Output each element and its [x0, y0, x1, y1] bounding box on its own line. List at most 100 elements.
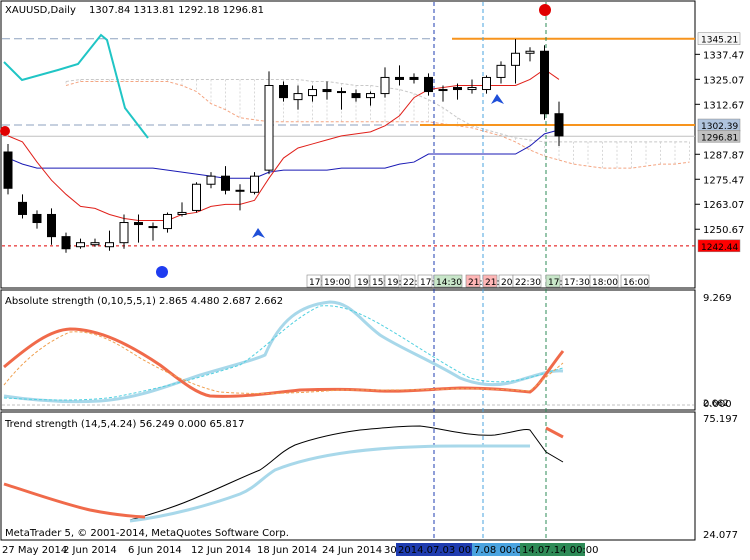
- session-label-box: [384, 274, 400, 288]
- candle-body: [453, 87, 462, 91]
- candle-body: [293, 93, 303, 101]
- time-axis-label: 12 Jun 2014: [191, 545, 251, 556]
- session-label: 17:: [548, 278, 562, 288]
- candle-body: [119, 222, 129, 244]
- candle-body: [322, 89, 332, 93]
- candle-body: [163, 213, 172, 230]
- candle-body: [351, 93, 361, 99]
- candle: [554, 101, 564, 146]
- candle-body: [250, 175, 259, 193]
- candle-body: [90, 242, 100, 246]
- candle-body: [337, 91, 346, 94]
- candle: [18, 194, 27, 219]
- session-label: 22:: [403, 278, 417, 288]
- red-signal-circle-top: [539, 4, 551, 16]
- candle: [235, 184, 245, 211]
- candle-body: [47, 213, 56, 238]
- session-label-box: [321, 274, 351, 288]
- red-signal-circle-left: [0, 126, 10, 136]
- time-marker-box: [396, 543, 472, 556]
- session-label-box: [417, 274, 433, 288]
- candle: [308, 85, 317, 102]
- candle-body: [424, 76, 433, 93]
- candle: [206, 172, 216, 189]
- candle-body: [32, 213, 42, 224]
- price-axis-label: 1263.07: [703, 200, 744, 211]
- candle-body: [540, 50, 549, 115]
- candle-body: [206, 175, 216, 185]
- ichimoku-lines: [7, 68, 560, 222]
- session-label: 17:: [309, 278, 323, 288]
- session-label-box: [465, 274, 481, 288]
- candle-body: [496, 64, 506, 78]
- session-label: 17:30: [564, 278, 590, 288]
- session-label-box: [433, 274, 463, 288]
- price-axis-label: 1275.47: [703, 175, 744, 186]
- session-label: 21:: [485, 278, 499, 288]
- price-tag-label: 1345.21: [701, 36, 738, 46]
- price-tag-label: 1242.44: [701, 243, 738, 253]
- candle-body: [279, 85, 288, 99]
- candle: [337, 87, 346, 110]
- candle-body: [554, 113, 564, 137]
- trend-strength-pane[interactable]: [0, 411, 696, 541]
- session-label-box: [369, 274, 385, 288]
- candle-body: [3, 151, 13, 189]
- main-chart-pane[interactable]: [0, 0, 696, 289]
- trend-skyblue-line: [129, 444, 530, 523]
- price-axis: 1337.47 1325.07 1312.67 1287.87 1275.47 1263.…: [695, 50, 744, 236]
- session-label: 16:00: [623, 278, 649, 288]
- session-label-box: [306, 274, 322, 288]
- candle: [525, 47, 535, 62]
- buy-arrow-icon: [252, 228, 265, 238]
- candle: [279, 81, 288, 102]
- candle: [409, 73, 419, 84]
- candle: [192, 182, 201, 213]
- time-marker-box: [520, 543, 585, 556]
- candle: [438, 85, 448, 102]
- session-label: 22:30: [515, 278, 541, 288]
- candle-body: [395, 76, 404, 80]
- candlesticks: [3, 39, 564, 253]
- candle-body: [235, 189, 245, 192]
- session-label: 18:00: [592, 278, 618, 288]
- session-label: 21:: [468, 278, 482, 288]
- trend-black-line: [129, 425, 564, 521]
- candle: [496, 61, 506, 84]
- candle: [351, 89, 361, 102]
- session-label-box: [589, 274, 619, 288]
- candle: [32, 210, 42, 229]
- price-tag-box: [697, 130, 741, 143]
- time-axis-label: 24 Jun 2014: [322, 545, 382, 556]
- candle: [76, 238, 85, 249]
- candle: [61, 232, 71, 253]
- time-marker-label: 14.07.14 00:00: [522, 545, 599, 556]
- ohlc-values: 1307.84 1313.81 1292.18 1296.81: [89, 5, 264, 16]
- session-label: 17:: [420, 278, 434, 288]
- candle: [119, 214, 129, 249]
- candle-body: [192, 183, 201, 211]
- abs-bulls-signal: [3, 305, 564, 401]
- candle: [366, 91, 375, 106]
- session-label: 19:: [357, 278, 371, 288]
- candle: [47, 208, 56, 245]
- candle: [105, 230, 114, 251]
- candle: [148, 222, 158, 241]
- candle-body: [467, 87, 477, 91]
- session-label-box: [512, 274, 542, 288]
- time-axis-label: 27 May 2014: [2, 545, 67, 556]
- vertical-date-lines: [433, 2, 547, 540]
- blue-signal-circle-bottom: [156, 266, 168, 278]
- session-label: 15:: [372, 278, 386, 288]
- symbol-label: XAUUSD,Daily: [5, 5, 76, 16]
- candle: [380, 67, 390, 98]
- time-axis-label: 30: [384, 545, 397, 556]
- candle: [264, 71, 274, 175]
- chikou-span-line: [3, 33, 149, 139]
- price-axis-label: 1312.67: [703, 100, 744, 111]
- candle-body: [511, 52, 520, 66]
- price-axis-label: 1337.47: [703, 50, 744, 61]
- time-axis-label: 6 Jun 2014: [128, 545, 182, 556]
